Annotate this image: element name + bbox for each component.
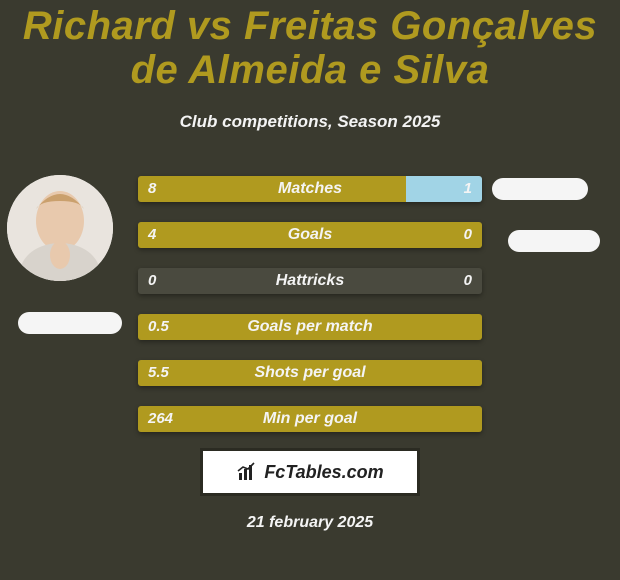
stat-value-left: 264 xyxy=(148,406,173,432)
stat-label: Goals xyxy=(138,222,482,248)
footer-date: 21 february 2025 xyxy=(0,514,620,532)
comparison-stage: Richard vs Freitas Gonçalves de Almeida … xyxy=(0,0,620,580)
stat-value-left: 0.5 xyxy=(148,314,169,340)
stat-value-right: 0 xyxy=(464,222,472,248)
avatar-placeholder-icon xyxy=(7,175,113,281)
stats-block: Matches81Goals40Hattricks00Goals per mat… xyxy=(138,176,482,452)
stat-row: Goals per match0.5 xyxy=(138,314,482,340)
page-title: Richard vs Freitas Gonçalves de Almeida … xyxy=(0,0,620,92)
stat-row: Goals4 0 xyxy=(138,222,482,248)
player-left-name-pill xyxy=(18,312,122,334)
subtitle: Club competitions, Season 2025 xyxy=(0,112,620,132)
stat-label: Goals per match xyxy=(138,314,482,340)
player-right-pill-2 xyxy=(508,230,600,252)
fctables-badge[interactable]: FcTables.com xyxy=(200,448,420,496)
chart-icon xyxy=(236,461,258,483)
stat-label: Hattricks xyxy=(138,268,482,294)
stat-row: Hattricks0 0 xyxy=(138,268,482,294)
stat-label: Min per goal xyxy=(138,406,482,432)
stat-value-left: 5.5 xyxy=(148,360,169,386)
stat-label: Shots per goal xyxy=(138,360,482,386)
stat-row: Shots per goal5.5 xyxy=(138,360,482,386)
stat-row: Matches8 1 xyxy=(138,176,482,202)
stat-value-left: 4 xyxy=(148,222,156,248)
stat-value-right: 0 xyxy=(464,268,472,294)
player-left-avatar xyxy=(7,175,113,281)
stat-value-left: 8 xyxy=(148,176,156,202)
fctables-text: FcTables.com xyxy=(264,462,383,483)
stat-row: Min per goal264 xyxy=(138,406,482,432)
player-right-pill-1 xyxy=(492,178,588,200)
stat-value-right: 1 xyxy=(464,176,472,202)
stat-value-left: 0 xyxy=(148,268,156,294)
stat-label: Matches xyxy=(138,176,482,202)
